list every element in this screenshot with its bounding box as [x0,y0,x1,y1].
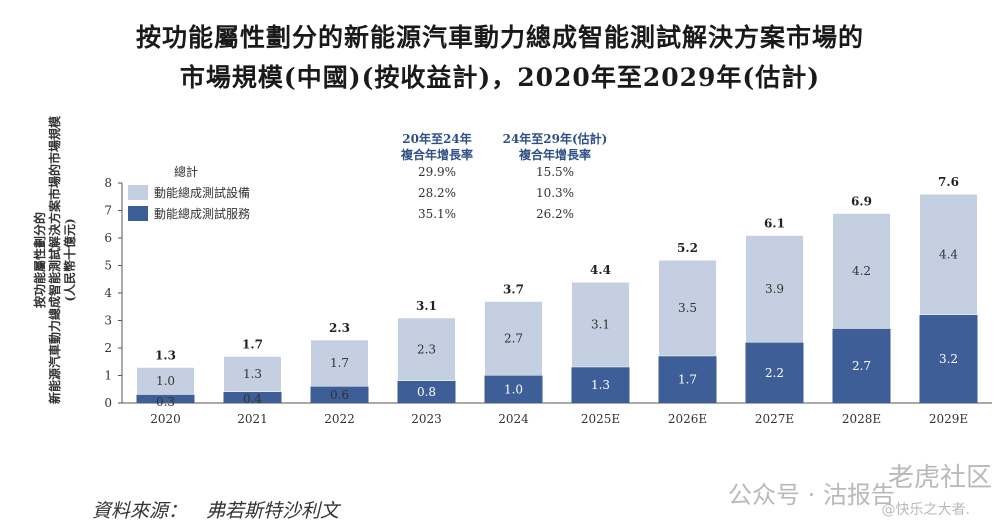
data-label-equipment: 3.1 [591,318,610,332]
bar-service [832,328,891,403]
legend-total-label: 總計 [174,164,198,179]
data-label-equipment: 1.7 [330,356,349,370]
data-label-service: 0.4 [243,392,262,406]
data-label-total: 4.4 [590,263,611,277]
y-tick-label: 6 [104,231,112,245]
data-label-total: 1.7 [242,337,263,351]
data-label-total: 7.6 [938,175,959,189]
y-axis-label-line1: 按功能屬性劃分的 [32,212,47,308]
cagr-col1-header-line2: 複合年增長率 [400,147,473,162]
x-tick-label: 2026E [668,412,707,426]
data-label-total: 6.9 [851,194,872,208]
legend-label-service: 動能總成測試服務 [154,206,250,221]
data-label-total: 6.1 [764,216,785,230]
bar-service [223,392,282,403]
legend-swatch-service [128,206,148,221]
bar-service [919,315,978,403]
y-axis-label-line2: 新能源汽車動力總成智能測試解決方案市場的市場規模 [47,115,62,404]
watermark-community: 老虎社区 [887,463,992,493]
x-tick-label: 2024 [498,412,529,426]
x-tick-label: 2020 [150,412,181,426]
data-label-equipment: 3.9 [765,282,784,296]
cagr-col1-header-line1: 20年至24年 [402,131,471,146]
y-tick-label: 5 [104,259,112,273]
bar-equipment [223,355,282,393]
cagr-col1-value: 28.2% [418,186,456,200]
watermark: 老虎社区 公众号 · 沽报告 @快乐之大者. [728,455,1000,528]
data-label-equipment: 2.7 [504,331,523,345]
y-tick-label: 2 [104,341,112,355]
data-label-total: 2.3 [329,321,350,335]
x-tick-label: 2023 [411,412,442,426]
legend-label-equipment: 動能總成測試設備 [154,185,250,200]
cagr-col2-header-line1: 24年至29年(估計) [503,131,608,146]
y-tick-label: 8 [104,176,112,190]
data-label-service: 0.3 [156,395,175,409]
data-label-equipment: 4.4 [939,248,958,262]
bar-equipment [484,300,543,376]
y-tick-label: 7 [104,204,112,218]
cagr-col2-header-line2: 複合年增長率 [518,147,591,162]
data-label-service: 3.2 [939,352,958,366]
data-label-service: 1.7 [678,373,697,387]
data-label-service: 2.7 [852,359,871,373]
bar-service [397,381,456,403]
source-note: 資料來源： 弗若斯特沙利文 [92,500,340,522]
data-label-equipment: 1.0 [156,374,175,388]
watermark-account: 公众号 · 沽报告 [728,481,895,509]
data-label-service: 0.6 [330,388,349,402]
legend-swatch-equipment [128,185,148,200]
data-label-equipment: 4.2 [852,264,871,278]
chart-subtitle: 市場規模(中國)(按收益計)，2020年至2029年(估計) [179,63,821,92]
x-tick-label: 2025E [581,412,620,426]
x-tick-label: 2022 [324,412,355,426]
cagr-col1-value: 35.1% [418,207,456,221]
y-tick-label: 3 [104,314,112,328]
data-label-equipment: 1.3 [243,367,262,381]
cagr-col2-value: 26.2% [536,207,574,221]
data-label-equipment: 3.5 [678,301,697,315]
bar-service [658,356,717,403]
data-label-service: 1.3 [591,378,610,392]
cagr-col2-value: 15.5% [536,165,574,179]
bar-service [484,375,543,403]
bar-equipment [658,259,717,357]
data-label-total: 5.2 [677,241,698,255]
y-axis-label-line3: (人民幣十億元) [62,218,77,301]
data-label-total: 3.7 [503,282,524,296]
cagr-col1-value: 29.9% [418,165,456,179]
bar-service [136,394,195,403]
y-tick-label: 0 [104,396,112,410]
x-tick-label: 2028E [842,412,881,426]
data-label-total: 3.1 [416,299,437,313]
bar-equipment [571,281,630,368]
cagr-col2-value: 10.3% [536,186,574,200]
y-tick-label: 1 [104,369,112,383]
bar-equipment [136,366,195,396]
data-label-service: 1.0 [504,382,523,396]
x-tick-label: 2029E [929,412,968,426]
bar-equipment [745,234,804,343]
x-tick-label: 2027E [755,412,794,426]
chart-title: 按功能屬性劃分的新能源汽車動力總成智能測試解決方案市場的 [135,23,864,52]
bar-service [571,367,630,403]
data-label-service: 0.8 [417,385,436,399]
x-tick-label: 2021 [237,412,268,426]
data-label-service: 2.2 [765,366,784,380]
bar-equipment [919,193,978,316]
data-label-equipment: 2.3 [417,342,436,356]
data-label-total: 1.3 [155,348,176,362]
bar-equipment [832,212,891,330]
bar-service [745,342,804,403]
y-axis-label: 按功能屬性劃分的 新能源汽車動力總成智能測試解決方案市場的市場規模 (人民幣十億… [32,115,77,404]
watermark-handle: @快乐之大者. [881,502,970,518]
y-tick-label: 4 [104,286,112,300]
bar-service [310,386,369,403]
